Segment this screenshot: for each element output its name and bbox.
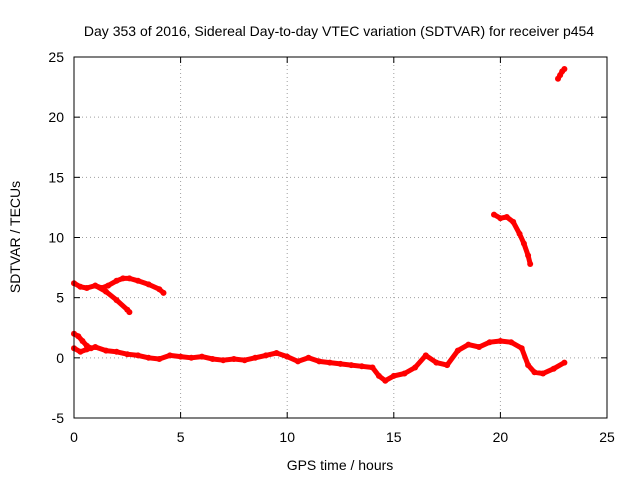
data-point: [358, 363, 365, 370]
data-point: [124, 351, 131, 358]
data-point: [527, 261, 534, 267]
data-point: [348, 362, 355, 369]
data-point: [516, 230, 523, 237]
data-point: [166, 352, 173, 359]
data-point: [486, 339, 493, 346]
data-point: [412, 364, 419, 371]
data-point: [316, 358, 323, 365]
y-tick-label: 20: [48, 109, 64, 125]
y-tick-label: 0: [56, 350, 64, 366]
data-point: [382, 377, 389, 384]
data-point: [88, 345, 95, 352]
data-point: [113, 297, 120, 304]
data-point: [531, 369, 538, 376]
data-point: [145, 354, 152, 361]
x-ticks: 0 5 10 15 20 25: [70, 57, 615, 445]
data-point: [491, 211, 497, 218]
data-point: [160, 289, 167, 296]
y-tick-label: 10: [48, 230, 64, 246]
data-point: [454, 347, 461, 354]
data-point: [294, 358, 301, 365]
data-point: [520, 240, 527, 247]
x-tick-label: 10: [279, 429, 295, 445]
data-point: [77, 283, 84, 290]
data-series: [71, 66, 568, 384]
data-point: [510, 218, 517, 225]
data-point: [177, 353, 184, 360]
x-tick-label: 20: [493, 429, 509, 445]
data-point: [241, 357, 248, 364]
y-tick-label: 15: [48, 169, 64, 185]
data-point: [113, 348, 120, 355]
data-point: [126, 275, 133, 282]
y-axis-label: SDTVAR / TECUs: [7, 181, 23, 293]
data-point: [156, 286, 163, 293]
y-tick-label: 5: [56, 290, 64, 306]
data-point: [220, 357, 227, 364]
data-point: [230, 356, 237, 362]
data-point: [550, 365, 557, 372]
data-point: [135, 352, 141, 359]
data-point: [540, 370, 546, 377]
data-point: [273, 350, 280, 356]
data-point: [113, 277, 120, 284]
data-point: [508, 339, 515, 346]
data-point: [497, 215, 504, 222]
data-point: [135, 277, 141, 284]
y-tick-label: 25: [48, 49, 64, 65]
x-axis-label: GPS time / hours: [287, 457, 394, 473]
data-point: [465, 341, 472, 348]
data-point: [145, 281, 152, 288]
data-point: [337, 360, 344, 367]
data-point: [188, 354, 195, 361]
data-point: [209, 356, 216, 362]
data-point: [262, 352, 269, 359]
data-point: [326, 359, 333, 366]
data-point: [198, 353, 205, 360]
data-point: [92, 282, 99, 289]
y-ticks: -5 0 5 10 15 20 25: [48, 49, 607, 426]
data-point: [103, 288, 109, 295]
data-point: [444, 362, 451, 369]
data-point: [369, 364, 376, 371]
data-point: [83, 285, 90, 291]
data-point: [503, 214, 510, 220]
data-point: [561, 359, 568, 366]
data-point: [103, 347, 109, 354]
data-point: [79, 338, 86, 344]
data-point: [497, 338, 504, 344]
data-point: [561, 66, 568, 72]
data-point: [518, 345, 525, 352]
x-tick-label: 15: [386, 429, 402, 445]
data-point: [120, 275, 126, 282]
x-tick-label: 0: [70, 429, 78, 445]
data-point: [284, 353, 291, 360]
data-point: [305, 354, 312, 361]
y-tick-label: -5: [52, 410, 65, 426]
data-point: [401, 370, 408, 377]
data-point: [375, 372, 382, 379]
chart-title: Day 353 of 2016, Sidereal Day-to-day VTE…: [84, 23, 594, 39]
data-point: [156, 356, 163, 362]
x-tick-label: 5: [177, 429, 185, 445]
data-point: [77, 348, 84, 355]
data-point: [126, 309, 133, 316]
data-point: [433, 359, 440, 366]
x-tick-label: 25: [599, 429, 615, 445]
data-point: [525, 252, 532, 259]
data-point: [390, 372, 397, 379]
data-point: [105, 282, 112, 289]
data-point: [422, 352, 429, 359]
data-point: [75, 333, 82, 340]
data-point: [476, 344, 483, 350]
data-point: [525, 362, 532, 369]
data-point: [252, 354, 259, 361]
